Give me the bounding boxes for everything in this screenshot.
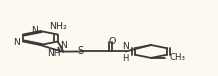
Text: O: O [109, 37, 116, 46]
Text: N: N [31, 26, 37, 35]
Text: H: H [122, 54, 128, 63]
Text: N: N [122, 42, 128, 51]
Text: NH: NH [48, 49, 61, 58]
Text: N: N [60, 41, 67, 50]
Text: S: S [78, 46, 84, 56]
Text: N: N [14, 38, 20, 47]
Text: CH₃: CH₃ [170, 53, 186, 62]
Text: NH₂: NH₂ [49, 22, 67, 31]
